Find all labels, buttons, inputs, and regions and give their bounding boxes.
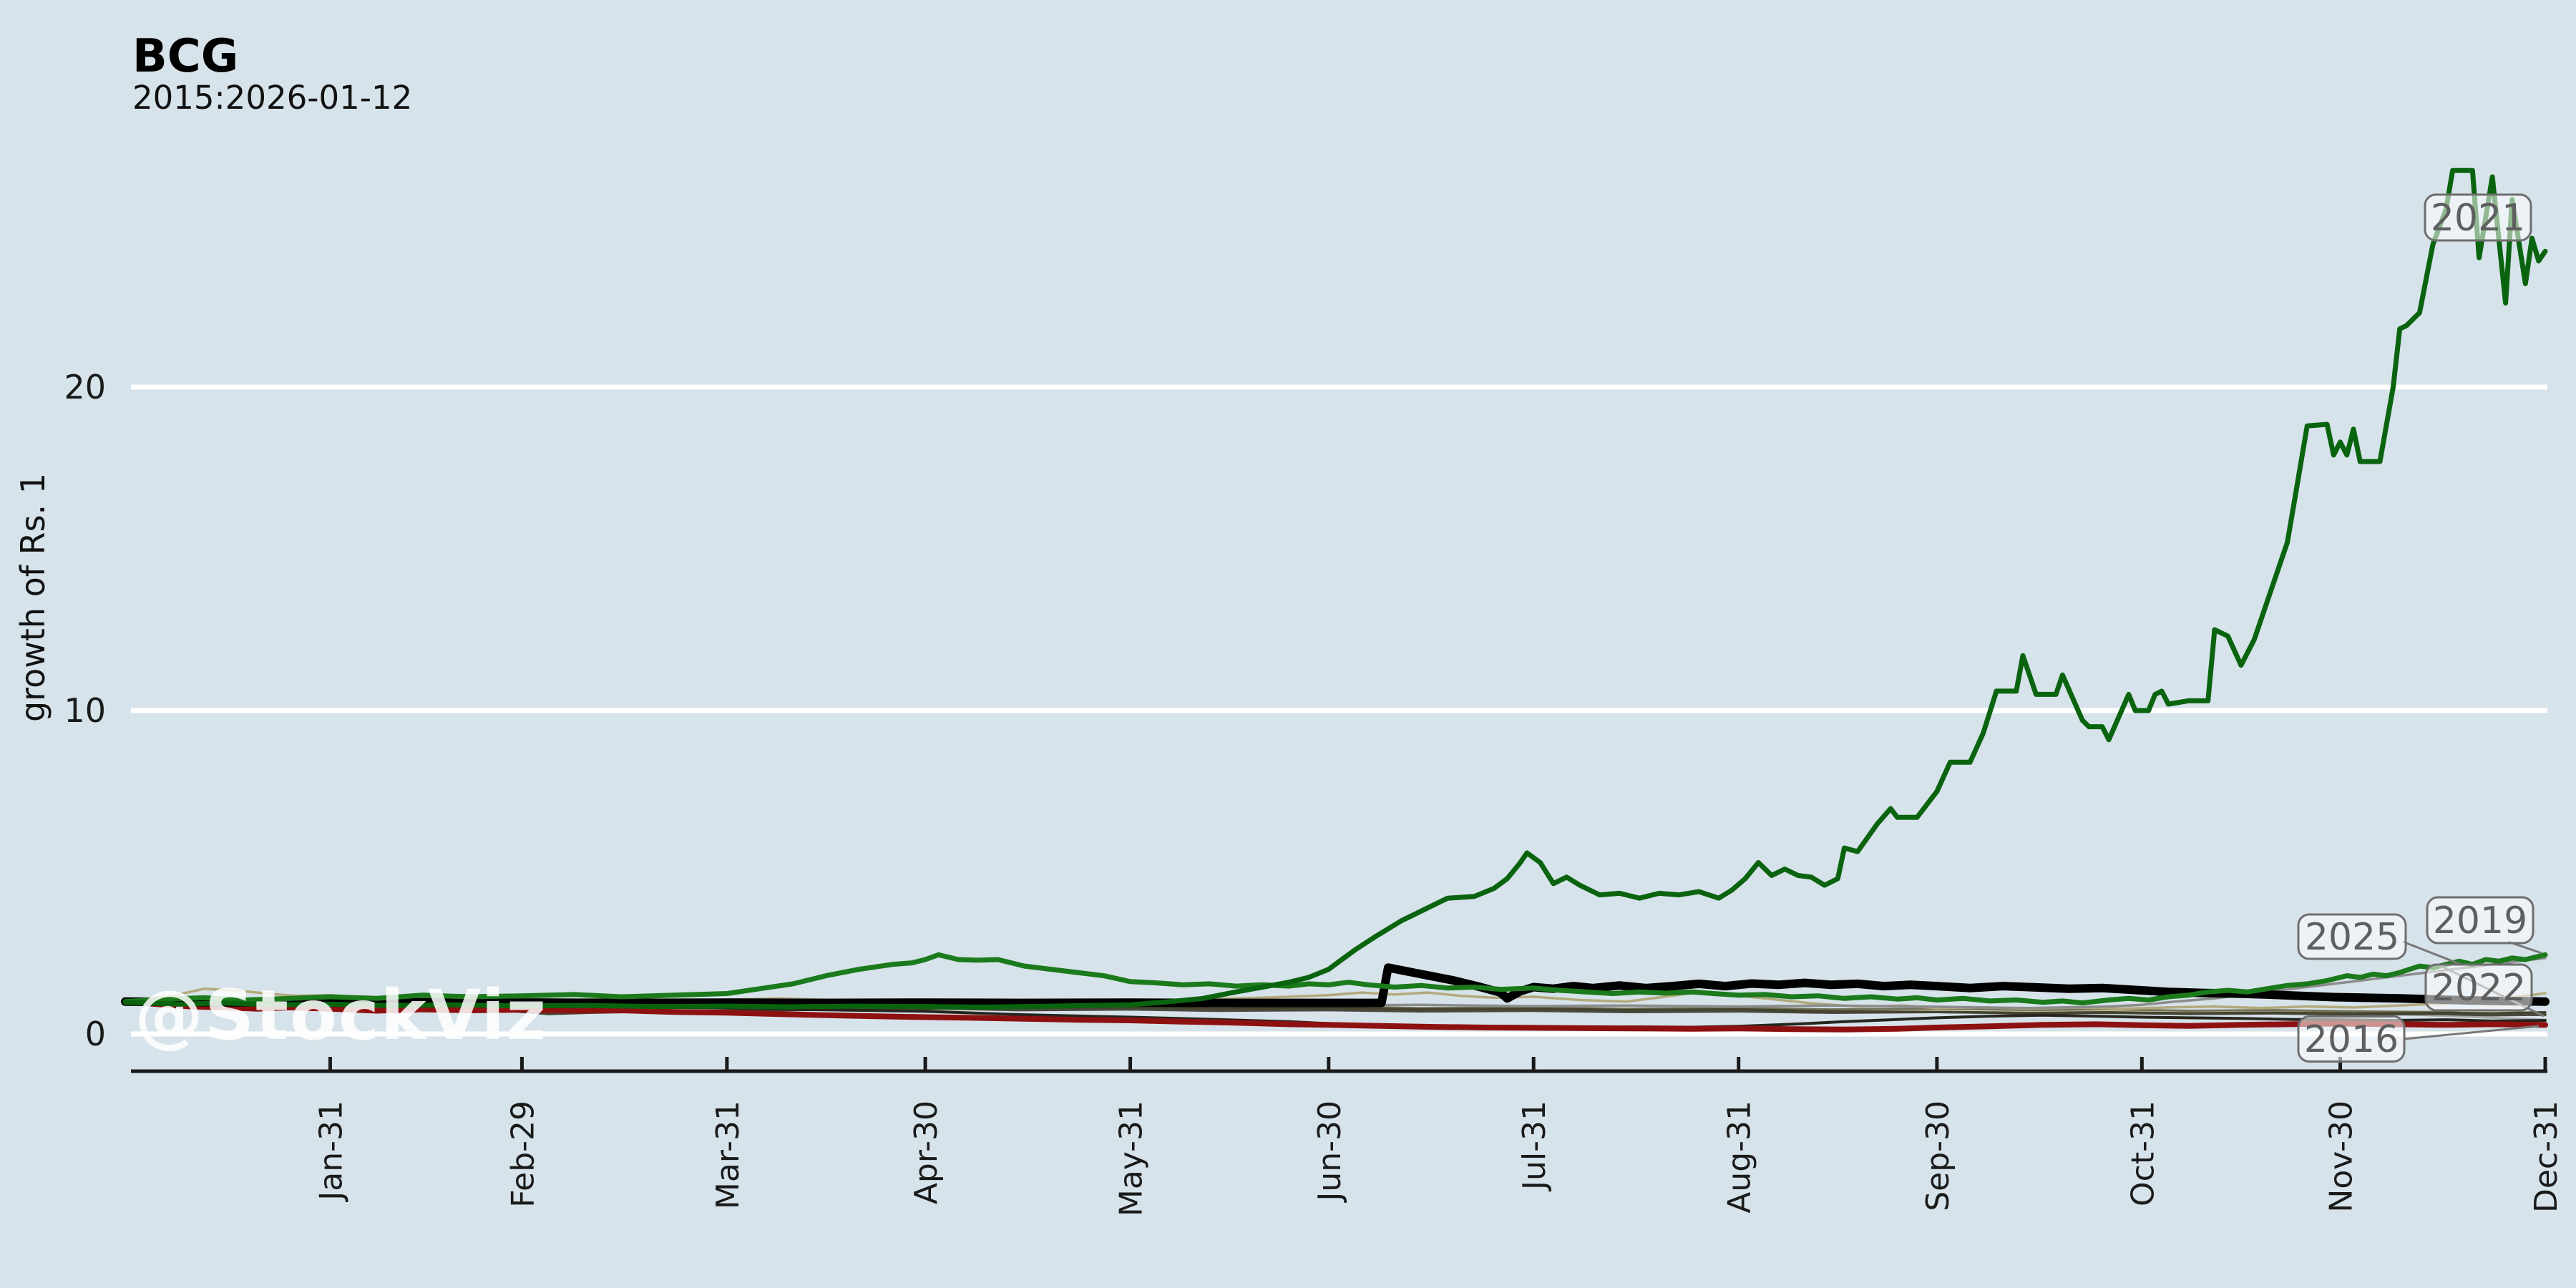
x-tick-label-Sep-30: Sep-30: [1920, 1101, 1956, 1211]
series-line-median: [121, 963, 2550, 1008]
series-line-2021: [122, 167, 2548, 1010]
annotation-box-2021: [2424, 193, 2532, 242]
x-tick-label-Mar-31: Mar-31: [710, 1101, 746, 1209]
annotation-box-2019: [2426, 896, 2534, 945]
x-tick-label-Nov-30: Nov-30: [2323, 1101, 2360, 1213]
annotation-label-2025: 2025: [2305, 916, 2399, 959]
y-tick-label-20: 20: [64, 368, 106, 406]
y-tick-label-10: 10: [64, 691, 106, 730]
annotation-leader-2016: [2404, 1025, 2540, 1040]
page-subtitle: 2015:2026-01-12: [132, 79, 412, 117]
page-title: BCG: [132, 30, 238, 83]
x-tick-label-Apr-30: Apr-30: [908, 1101, 945, 1204]
annotation-label-2022: 2022: [2431, 967, 2526, 1010]
annotation-label-2019: 2019: [2433, 899, 2527, 942]
annotation-box-2016: [2297, 1015, 2406, 1063]
annotation-label-2016: 2016: [2304, 1018, 2399, 1061]
annotation-box-2022: [2424, 963, 2533, 1012]
x-tick-label-May-31: May-31: [1113, 1101, 1150, 1216]
series-group: [121, 167, 2550, 1033]
y-tick-label-0: 0: [85, 1015, 106, 1053]
grid-group: 0 10 20: [64, 368, 2547, 1053]
annotation-box-2025: [2297, 913, 2407, 960]
x-tick-label-Aug-31: Aug-31: [1722, 1101, 1758, 1214]
y-axis-label: growth of Rs. 1: [14, 473, 52, 722]
axis-group: Jan-31 Feb-29 Mar-31 Apr-30 May-31 Jun-30 Jul-…: [131, 1057, 2565, 1216]
annotation-label-2021: 2021: [2431, 197, 2525, 240]
watermark: @StockViz: [135, 975, 547, 1055]
x-tick-label-Jan-31: Jan-31: [313, 1101, 349, 1203]
series-line-2025: [122, 952, 2548, 1006]
x-tick-label-Dec-31: Dec-31: [2528, 1101, 2565, 1213]
annotations-group: 2021 2019 2025 2022 2016: [2297, 193, 2545, 1063]
series-line-2016: [122, 998, 2548, 1033]
annotation-leader-2025: [2402, 940, 2462, 966]
x-tick-label-Feb-29: Feb-29: [504, 1101, 541, 1208]
x-tick-label-Oct-31: Oct-31: [2124, 1101, 2161, 1206]
x-tick-label-Jul-31: Jul-31: [1516, 1101, 1553, 1192]
x-tick-label-Jun-30: Jun-30: [1312, 1101, 1348, 1204]
